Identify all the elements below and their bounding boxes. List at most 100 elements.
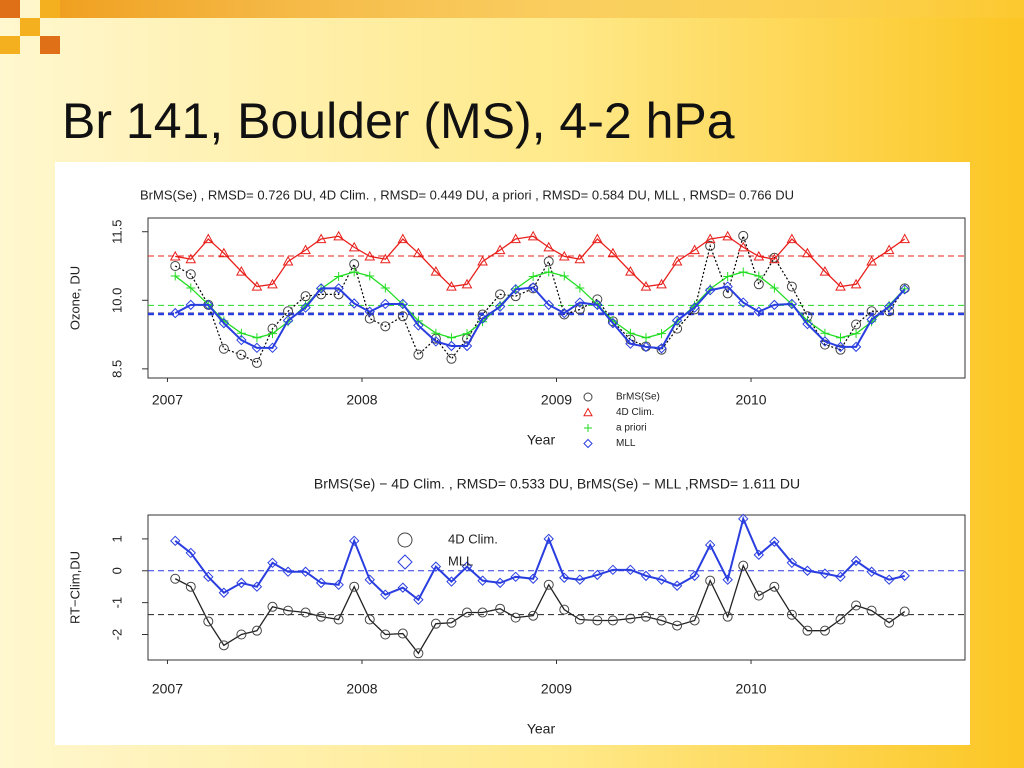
data-point <box>640 281 652 291</box>
data-point <box>185 253 197 264</box>
data-point <box>300 566 311 577</box>
data-point <box>431 328 441 338</box>
data-point <box>802 318 813 330</box>
data-point <box>592 299 603 311</box>
data-point <box>430 336 442 347</box>
data-point <box>397 582 409 593</box>
data-point <box>559 604 570 615</box>
data-point <box>625 564 636 576</box>
data-point <box>170 271 180 281</box>
data-point <box>283 605 294 616</box>
data-point <box>592 569 603 581</box>
data-point <box>430 618 441 629</box>
data-point <box>316 611 327 622</box>
data-point <box>754 271 764 281</box>
data-point <box>510 284 521 295</box>
data-point <box>446 617 457 628</box>
data-point <box>380 298 391 310</box>
data-point <box>786 557 798 569</box>
data-point <box>851 319 862 330</box>
data-point <box>251 342 263 354</box>
data-point <box>397 298 409 310</box>
y-tick-label: 8.5 <box>109 360 124 378</box>
data-point <box>753 590 764 601</box>
legend-symbol <box>397 532 413 548</box>
data-point <box>850 555 862 567</box>
data-point <box>218 247 230 258</box>
data-point <box>203 616 214 627</box>
data-point <box>883 301 895 312</box>
data-point <box>851 600 862 611</box>
data-point <box>866 306 877 317</box>
data-point <box>333 614 344 625</box>
data-point <box>625 613 636 624</box>
data-point <box>334 272 344 282</box>
y-tick-label: -1 <box>109 597 124 609</box>
data-point <box>446 576 457 587</box>
data-point <box>819 336 831 347</box>
x-tick-label: 2008 <box>346 392 377 408</box>
y-tick-label: 10.0 <box>109 288 124 313</box>
data-point <box>769 253 780 264</box>
legend-symbol <box>583 392 593 402</box>
legend-label: a priori <box>616 423 647 434</box>
data-point <box>364 250 376 261</box>
data-point <box>527 230 539 241</box>
data-point <box>413 594 424 605</box>
data-point <box>349 259 360 270</box>
data-point <box>738 513 749 525</box>
data-point <box>819 568 831 579</box>
data-point <box>704 285 716 296</box>
data-point <box>349 581 360 592</box>
data-point <box>282 315 294 326</box>
data-point <box>850 278 862 289</box>
data-point <box>786 281 797 292</box>
data-point <box>851 329 861 339</box>
x-axis-label: Year <box>527 721 556 737</box>
data-point <box>494 301 506 312</box>
series-line <box>174 233 906 364</box>
data-point <box>218 640 229 651</box>
data-point <box>769 536 780 547</box>
data-point <box>835 614 846 625</box>
data-point <box>185 299 197 311</box>
y-tick-label: 0 <box>109 567 124 574</box>
data-point <box>544 267 554 277</box>
data-point <box>300 291 311 302</box>
data-point <box>899 284 910 295</box>
data-point <box>461 278 473 289</box>
data-point <box>364 306 375 317</box>
data-point <box>819 265 831 276</box>
data-point <box>236 629 247 640</box>
data-point <box>850 341 862 353</box>
data-point <box>559 309 570 320</box>
data-point <box>625 328 635 338</box>
data-point <box>251 281 263 291</box>
data-point <box>333 230 344 241</box>
data-point <box>722 281 733 292</box>
data-point <box>267 278 278 289</box>
data-point <box>722 574 733 585</box>
data-point <box>574 304 585 315</box>
legend-symbol <box>583 438 593 449</box>
data-point <box>462 329 472 339</box>
data-point <box>753 549 765 561</box>
data-point <box>461 561 473 572</box>
data-point <box>364 574 375 585</box>
data-point <box>543 533 554 545</box>
legend-symbol <box>397 554 413 570</box>
data-point <box>558 250 570 261</box>
data-point <box>202 233 214 244</box>
data-point <box>510 612 521 623</box>
data-point <box>527 573 539 584</box>
data-point <box>656 615 667 626</box>
data-point <box>656 278 667 289</box>
chart-title: BrMS(Se) , RMSD= 0.726 DU, 4D Clim. , RM… <box>140 187 794 202</box>
data-point <box>866 314 877 325</box>
data-point <box>413 320 424 331</box>
data-point <box>349 267 359 277</box>
data-point <box>802 565 813 576</box>
data-point <box>477 313 488 324</box>
data-point <box>883 574 895 585</box>
data-point <box>574 574 586 585</box>
